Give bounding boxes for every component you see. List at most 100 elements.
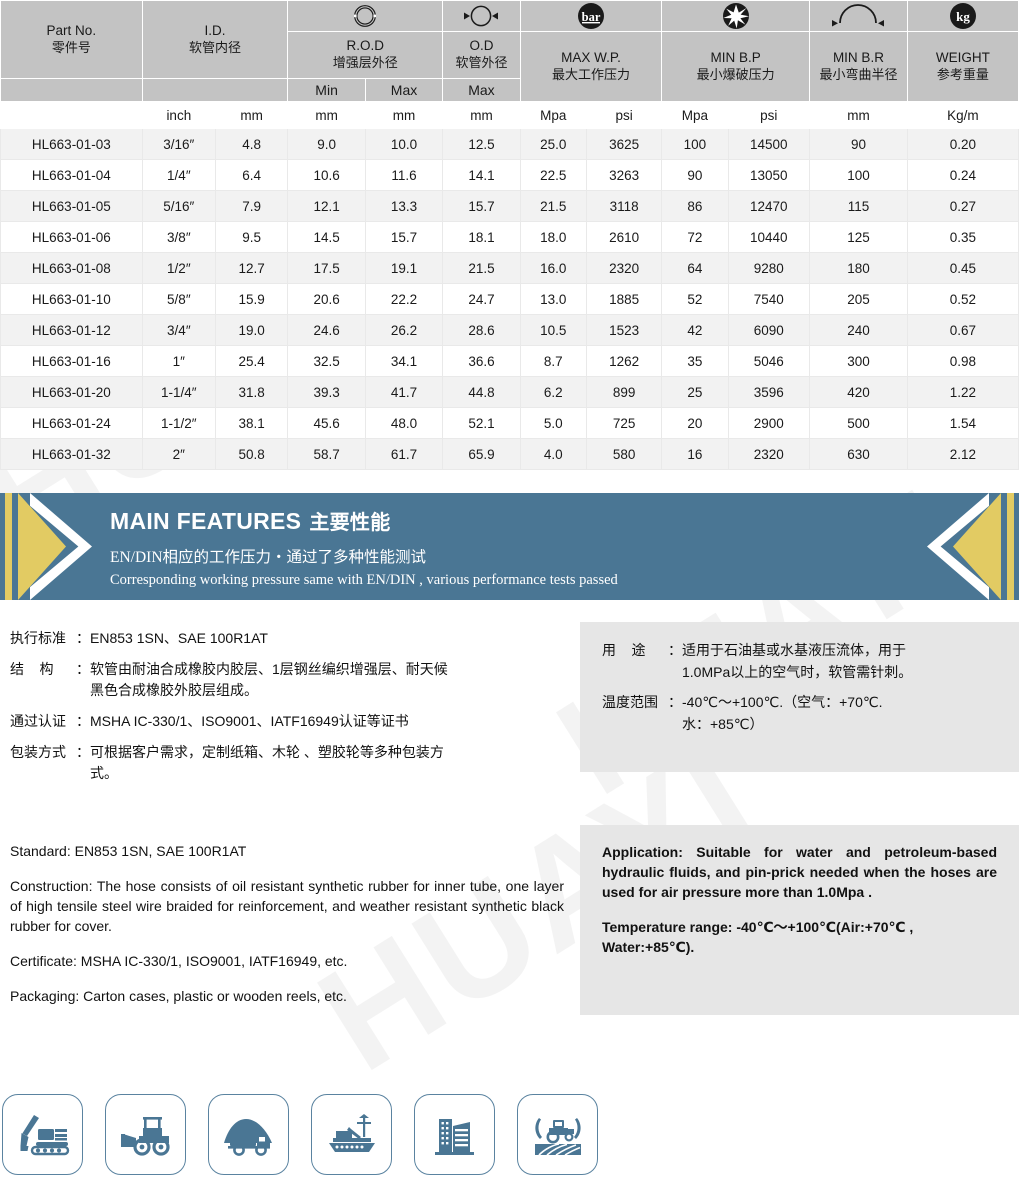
cell-value: 899 — [585, 376, 663, 408]
cell-value: 15.7 — [442, 190, 521, 222]
table-icon-row: Part No. 零件号 I.D. 软管内径 — [0, 0, 1019, 79]
table-row: HL663-01-08 1/2″ 12.7 17.5 19.1 21.5 16.0 2320 6… — [0, 252, 1019, 284]
cell-value: 31.8 — [214, 376, 289, 408]
table-row: HL663-01-12 3/4″ 19.0 24.6 26.2 28.6 10.5 1523 4… — [0, 314, 1019, 346]
banner-subtitle-en: Corresponding working pressure same with… — [110, 571, 618, 588]
cell-value: 6090 — [727, 314, 811, 346]
cell-value: 5/8″ — [141, 283, 217, 315]
header-min-br: MIN B.R 最小弯曲半径 — [809, 31, 908, 102]
burst-star-icon — [661, 0, 811, 32]
cell-value: 580 — [585, 438, 663, 470]
cell-value: 100 — [809, 159, 908, 191]
building-icon — [414, 1094, 495, 1175]
spec-value-certificate: MSHA IC-330/1、ISO9001、IATF16949认证等证书 — [90, 713, 409, 730]
cell-value: 52.1 — [442, 407, 521, 439]
cell-value: 0.20 — [906, 128, 1019, 160]
spec-label-construction: 结 构 — [10, 660, 54, 677]
header-weight-cn: 参考重量 — [936, 66, 989, 82]
cell-value: 13050 — [727, 159, 811, 191]
cell-value: 0.27 — [906, 190, 1019, 222]
cell-value: 1/2″ — [141, 252, 217, 284]
industry-icons-row — [0, 1094, 1019, 1175]
cell-value: 10.6 — [287, 159, 366, 191]
unit-cell: mm — [364, 101, 444, 129]
spec-table-body: HL663-01-03 3/16″ 4.8 9.0 10.0 12.5 25.0 3625 10… — [0, 128, 1019, 470]
cell-value: 11.6 — [364, 159, 444, 191]
svg-text:kg: kg — [956, 9, 970, 24]
cell-value: 12470 — [727, 190, 811, 222]
cell-part-no: HL663-01-32 — [0, 438, 143, 470]
dump-truck-icon — [208, 1094, 289, 1175]
cell-value: 35 — [661, 345, 729, 377]
cell-value: 240 — [809, 314, 908, 346]
left-column: 执行标准 ： EN853 1SN、SAE 100R1AT 结 构 ： 软管由耐油… — [0, 622, 578, 1021]
cell-value: 52 — [661, 283, 729, 315]
header-weight: WEIGHT 参考重量 — [906, 31, 1019, 102]
cell-value: 3263 — [585, 159, 663, 191]
cell-value: 13.3 — [364, 190, 444, 222]
spec-label-packaging: 包装方式 — [10, 743, 66, 760]
unit-cell: inch — [141, 101, 217, 129]
usage-value-application-line1: 适用于石油基或水基液压流体，用于 — [682, 642, 906, 658]
cell-value: 6.2 — [519, 376, 587, 408]
cell-value: 72 — [661, 221, 729, 253]
spec-value-construction-line1: 软管由耐油合成橡胶内胶层、1层钢丝编织增强层、耐天候 — [90, 660, 448, 677]
header-id-cn: 软管内径 — [188, 39, 241, 55]
usage-value-temperature-line2: 水：+85℃） — [682, 716, 764, 733]
usage-value-temperature: -40℃～+100℃.（空气：+70℃. 水：+85℃） — [682, 692, 997, 735]
unit-cell: mm — [287, 101, 366, 129]
header-wp-en: MAX W.P. — [561, 49, 621, 65]
unit-cell: Mpa — [661, 101, 729, 129]
cell-value: 0.67 — [906, 314, 1019, 346]
cell-value: 125 — [809, 221, 908, 253]
table-row: HL663-01-10 5/8″ 15.9 20.6 22.2 24.7 13.0 1885 5… — [0, 283, 1019, 315]
cell-value: 3/8″ — [141, 221, 217, 253]
table-group-title-row: R.O.D 增强层外径 O.D 软管外径 MAX W.P. 最大工作压力 MIN… — [1, 31, 1019, 102]
cell-value: 8.7 — [519, 345, 587, 377]
cell-value: 21.5 — [519, 190, 587, 222]
table-row: HL663-01-05 5/16″ 7.9 12.1 13.3 15.7 21.5 3118 8… — [0, 190, 1019, 222]
cell-value: 205 — [809, 283, 908, 315]
excavator-icon — [2, 1094, 83, 1175]
spec-value-construction: 软管由耐油合成橡胶内胶层、1层钢丝编织增强层、耐天候 黑色合成橡胶外胶层组成。 — [90, 659, 574, 702]
cell-value: 18.1 — [442, 221, 521, 253]
spec-row-certificate: 通过认证 ： MSHA IC-330/1、ISO9001、IATF16949认证… — [10, 711, 574, 733]
header-rod-min: Min — [287, 78, 366, 102]
spec-row-construction: 结 构 ： 软管由耐油合成橡胶内胶层、1层钢丝编织增强层、耐天候 黑色合成橡胶外… — [10, 659, 574, 702]
spec-value-standard: EN853 1SN、SAE 100R1AT — [90, 630, 268, 646]
cell-value: 45.6 — [287, 407, 366, 439]
table-row: HL663-01-24 1-1/2″ 38.1 45.6 48.0 52.1 5.0 725 2… — [0, 407, 1019, 439]
ship-icon — [311, 1094, 392, 1175]
table-row: HL663-01-03 3/16″ 4.8 9.0 10.0 12.5 25.0 3625 10… — [0, 128, 1019, 160]
spec-en-standard: Standard: EN853 1SN, SAE 100R1AT — [10, 843, 247, 860]
cell-value: 1523 — [585, 314, 663, 346]
banner-title-en: MAIN FEATURES — [110, 508, 302, 534]
cell-part-no: HL663-01-03 — [0, 128, 143, 160]
outer-diameter-circle-icon — [442, 0, 521, 32]
content-area: 执行标准 ： EN853 1SN、SAE 100R1AT 结 构 ： 软管由耐油… — [0, 622, 1019, 1092]
cell-value: 19.1 — [364, 252, 444, 284]
cell-part-no: HL663-01-16 — [0, 345, 143, 377]
spec-table-container: Part No. 零件号 I.D. 软管内径 — [0, 0, 1019, 470]
usage-row-temperature: 温度范围 ： -40℃～+100℃.（空气：+70℃. 水：+85℃） — [602, 692, 997, 735]
header-wp-cn: 最大工作压力 — [551, 66, 630, 82]
cell-value: 15.7 — [364, 221, 444, 253]
cell-value: 1.54 — [906, 407, 1019, 439]
header-od-en: O.D — [469, 38, 494, 54]
table-row: HL663-01-20 1-1/4″ 31.8 39.3 41.7 44.8 6.2 899 2… — [0, 376, 1019, 408]
cell-value: 5.0 — [519, 407, 587, 439]
cell-value: 61.7 — [364, 438, 444, 470]
cell-value: 4.0 — [519, 438, 587, 470]
cell-value: 14.5 — [287, 221, 366, 253]
header-br-en: MIN B.R — [832, 49, 884, 65]
cell-value: 115 — [809, 190, 908, 222]
svg-text:bar: bar — [582, 10, 601, 24]
cell-value: 3/4″ — [141, 314, 217, 346]
cell-value: 1262 — [585, 345, 663, 377]
spec-label-standard: 执行标准 — [10, 630, 66, 646]
cell-value: 1-1/2″ — [141, 407, 217, 439]
cell-value: 500 — [809, 407, 908, 439]
cell-value: 42 — [661, 314, 729, 346]
agriculture-tractor-icon — [517, 1094, 598, 1175]
cell-value: 16.0 — [519, 252, 587, 284]
